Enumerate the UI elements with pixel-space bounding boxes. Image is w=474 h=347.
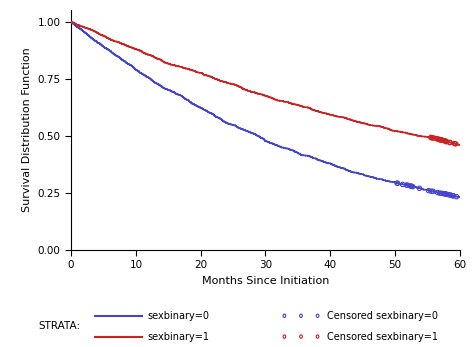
Text: Censored sexbinary=1: Censored sexbinary=1	[327, 332, 438, 341]
Point	[446, 140, 453, 145]
Text: sexbinary=0: sexbinary=0	[147, 311, 209, 321]
Point	[434, 190, 441, 195]
Point	[404, 183, 411, 188]
Point	[433, 136, 440, 142]
Point	[440, 138, 448, 144]
Point	[453, 194, 460, 200]
Text: STRATA:: STRATA:	[38, 321, 80, 331]
Point	[441, 191, 449, 196]
Point	[447, 192, 454, 198]
Point	[438, 191, 446, 196]
Point	[449, 193, 457, 198]
Point	[436, 137, 443, 142]
Point	[393, 180, 401, 186]
Point	[446, 140, 454, 145]
Point	[452, 141, 459, 146]
Point	[429, 135, 437, 141]
X-axis label: Months Since Initiation: Months Since Initiation	[202, 276, 329, 286]
Point	[407, 183, 414, 189]
Point	[427, 135, 435, 140]
Point	[437, 137, 445, 143]
Point	[442, 138, 449, 144]
Point	[436, 191, 444, 196]
Point	[429, 135, 437, 141]
Point	[449, 193, 456, 198]
Text: sexbinary=1: sexbinary=1	[147, 332, 209, 341]
Point	[447, 192, 455, 198]
Point	[408, 184, 415, 189]
Point	[434, 136, 442, 142]
Point	[438, 137, 446, 143]
Point	[442, 139, 450, 144]
Point	[416, 186, 423, 191]
Point	[428, 135, 435, 140]
Point	[451, 141, 458, 146]
Point	[403, 182, 410, 188]
Text: Censored sexbinary=0: Censored sexbinary=0	[327, 311, 438, 321]
Point	[425, 188, 432, 193]
Y-axis label: Survival Distribution Function: Survival Distribution Function	[22, 48, 32, 212]
Point	[437, 137, 444, 143]
Point	[393, 180, 401, 186]
Point	[428, 188, 435, 194]
Point	[443, 139, 450, 144]
Point	[444, 192, 452, 197]
Point	[429, 188, 437, 194]
Point	[399, 181, 406, 187]
Point	[438, 137, 446, 143]
Point	[441, 191, 449, 196]
Point	[442, 191, 449, 197]
Point	[440, 191, 447, 196]
Point	[436, 137, 443, 142]
Point	[409, 184, 417, 189]
